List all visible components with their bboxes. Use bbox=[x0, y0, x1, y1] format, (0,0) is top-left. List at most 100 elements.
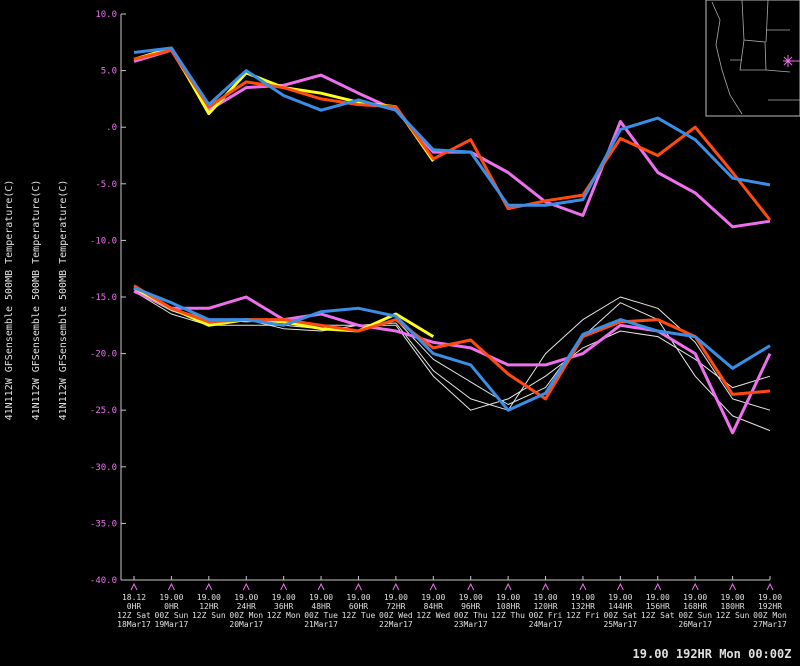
y-tick-label: 10.0 bbox=[95, 10, 117, 20]
y-tick-label: -10.0 bbox=[90, 236, 117, 246]
x-tick-label: 19.00 bbox=[571, 593, 595, 602]
map-borders bbox=[711, 0, 800, 115]
x-tick-marker bbox=[542, 582, 549, 591]
y-tick-label: -35.0 bbox=[90, 519, 117, 529]
x-tick-label: 19.00 bbox=[683, 593, 707, 602]
map-frame bbox=[705, 0, 800, 117]
y-tick-label: -25.0 bbox=[90, 406, 117, 416]
x-tick-marker bbox=[280, 582, 288, 591]
x-tick-label: 12Z Sun bbox=[192, 611, 226, 620]
x-tick-label: 22Mar17 bbox=[379, 620, 413, 629]
y-tick-label: -20.0 bbox=[90, 350, 117, 360]
x-tick-marker bbox=[579, 582, 587, 591]
x-tick-label: 180HR bbox=[721, 602, 745, 611]
map-location bbox=[783, 55, 793, 67]
legend-entry: 41N112W GFSensemble 500MB Temperature(C) bbox=[58, 180, 69, 421]
x-tick-label: 12HR bbox=[199, 602, 218, 611]
x-tick-label: 00Z Sun bbox=[678, 611, 712, 620]
x-tick-label: 19.00 bbox=[758, 593, 782, 602]
x-tick-marker bbox=[242, 582, 250, 591]
series-line bbox=[133, 46, 771, 207]
x-tick-label: 120HR bbox=[533, 602, 557, 611]
x-tick-marker bbox=[355, 582, 362, 591]
x-tick-label: 25Mar17 bbox=[603, 620, 637, 629]
series-line bbox=[133, 290, 771, 432]
status-bar: 19.00 192HR Mon 00:00Z bbox=[633, 647, 792, 661]
x-tick-marker bbox=[766, 582, 774, 591]
x-tick-label: 19.00 bbox=[159, 593, 183, 602]
x-tick-marker bbox=[467, 582, 475, 591]
legend-entry: 41N112W GFSensemble 500MB Temperature(C) bbox=[4, 180, 15, 421]
x-tick-label: 132HR bbox=[571, 602, 595, 611]
x-tick-marker bbox=[205, 582, 213, 591]
x-tick-label: 12Z Fri bbox=[566, 611, 600, 620]
x-tick-label: 00Z Sun bbox=[155, 611, 189, 620]
x-tick-label: 23Mar17 bbox=[454, 620, 488, 629]
x-tick-label: 18.12 bbox=[122, 593, 146, 602]
x-tick-label: 12Z Mon bbox=[267, 611, 301, 620]
y-tick-label: 5.0 bbox=[101, 67, 117, 77]
x-tick-label: 0HR bbox=[164, 602, 179, 611]
x-tick-label: 19.00 bbox=[234, 593, 258, 602]
x-tick-label: 19.00 bbox=[197, 593, 221, 602]
x-tick-marker bbox=[504, 582, 512, 591]
x-tick-marker bbox=[167, 582, 175, 591]
x-tick-label: 60HR bbox=[349, 602, 368, 611]
x-tick-label: 18Mar17 bbox=[117, 620, 151, 629]
x-tick-label: 19.00 bbox=[459, 593, 483, 602]
x-tick-label: 0HR bbox=[127, 602, 142, 611]
x-tick-label: 19.00 bbox=[533, 593, 557, 602]
series-line bbox=[133, 48, 772, 221]
x-tick-marker bbox=[130, 582, 138, 591]
x-tick-label: 20Mar17 bbox=[229, 620, 263, 629]
x-tick-label: 27Mar17 bbox=[753, 620, 787, 629]
x-tick-label: 12Z Sat bbox=[641, 611, 675, 620]
series-line bbox=[133, 286, 771, 412]
x-tick-label: 96HR bbox=[461, 602, 480, 611]
x-tick-label: 00Z Mon bbox=[753, 611, 787, 620]
x-tick-label: 192HR bbox=[758, 602, 782, 611]
x-tick-label: 144HR bbox=[608, 602, 632, 611]
x-tick-label: 156HR bbox=[646, 602, 670, 611]
x-tick-marker bbox=[392, 582, 400, 591]
y-tick-label: -30.0 bbox=[90, 463, 117, 473]
x-tick-label: 84HR bbox=[424, 602, 443, 611]
y-tick-label: .0 bbox=[106, 123, 117, 133]
x-tick-label: 21Mar17 bbox=[304, 620, 338, 629]
legend-entry: 41N112W GFSensemble 500MB Temperature(C) bbox=[31, 180, 42, 421]
x-tick-label: 108HR bbox=[496, 602, 520, 611]
x-tick-label: 00Z Tue bbox=[304, 611, 338, 620]
x-tick-label: 19Mar17 bbox=[155, 620, 189, 629]
x-tick-marker bbox=[654, 582, 662, 591]
x-tick-label: 26Mar17 bbox=[678, 620, 712, 629]
x-tick-marker bbox=[616, 582, 624, 591]
x-tick-label: 24Mar17 bbox=[529, 620, 563, 629]
x-tick-marker bbox=[317, 582, 325, 591]
x-tick-label: 36HR bbox=[274, 602, 293, 611]
x-tick-label: 19.00 bbox=[384, 593, 408, 602]
x-tick-label: 12Z Thu bbox=[491, 611, 525, 620]
x-tick-label: 00Z Mon bbox=[229, 611, 263, 620]
x-tick-marker bbox=[691, 582, 699, 591]
x-tick-label: 00Z Sat bbox=[603, 611, 637, 620]
map-inset bbox=[705, 0, 800, 117]
y-tick-label: -15.0 bbox=[90, 293, 117, 303]
y-tick-label: -40.0 bbox=[90, 576, 117, 586]
x-tick-label: 19.00 bbox=[421, 593, 445, 602]
y-tick-label: -5.0 bbox=[95, 180, 117, 190]
x-tick-label: 19.00 bbox=[721, 593, 745, 602]
x-tick-label: 168HR bbox=[683, 602, 707, 611]
x-tick-label: 19.00 bbox=[608, 593, 632, 602]
x-tick-label: 12Z Sun bbox=[716, 611, 750, 620]
x-tick-label: 19.00 bbox=[346, 593, 370, 602]
x-tick-label: 19.00 bbox=[496, 593, 520, 602]
x-tick-label: 72HR bbox=[386, 602, 405, 611]
x-tick-label: 00Z Thu bbox=[454, 611, 488, 620]
x-tick-label: 19.00 bbox=[646, 593, 670, 602]
x-tick-marker bbox=[429, 582, 437, 591]
x-tick-label: 12Z Tue bbox=[342, 611, 376, 620]
x-tick-label: 00Z Wed bbox=[379, 611, 413, 620]
x-tick-marker bbox=[729, 582, 737, 591]
